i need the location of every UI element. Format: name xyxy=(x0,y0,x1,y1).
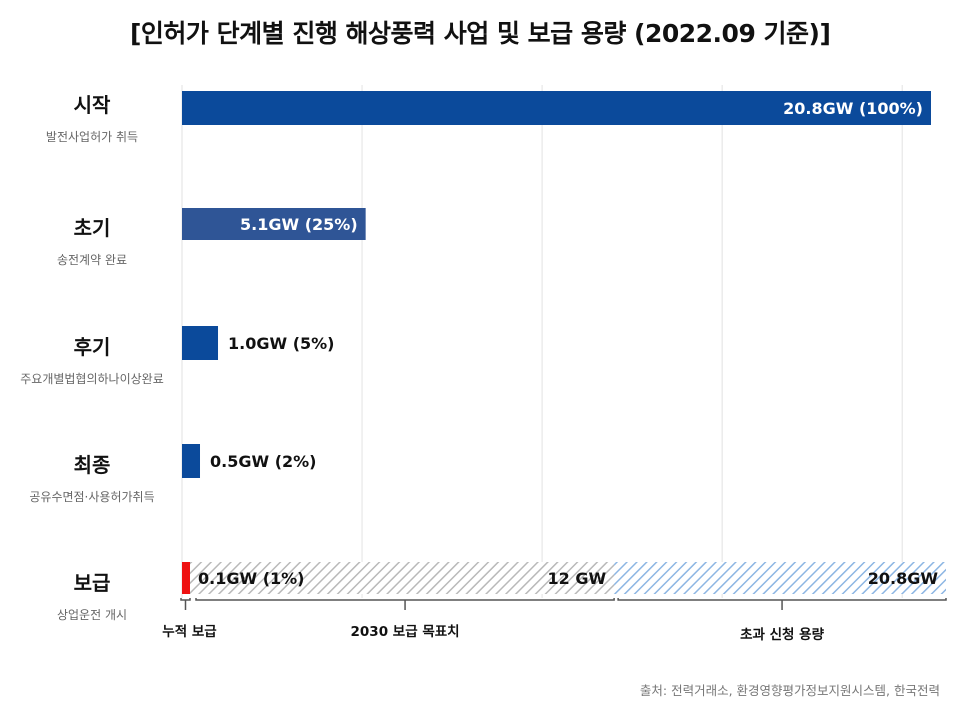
category-description: 공유수면점·사용허가취득 xyxy=(29,490,155,504)
bar-0 xyxy=(182,91,931,125)
bar-value-label-2: 1.0GW (5%) xyxy=(228,334,334,353)
category-name: 최종 xyxy=(73,453,111,477)
brace-annotations: 누적 보급 2030 보급 목표치 초과 신청 용량 xyxy=(162,598,947,643)
category-name: 후기 xyxy=(73,335,111,359)
bar-supply-cumulative xyxy=(182,562,190,594)
bar-2 xyxy=(182,326,219,360)
source-note: 출처: 전력거래소, 환경영향평가정보지원시스템, 한국전력 xyxy=(639,683,940,698)
bar-supply-cumulative-label: 0.1GW (1%) xyxy=(198,569,304,588)
category-name: 초기 xyxy=(73,216,111,240)
category-description: 송전계약 완료 xyxy=(56,253,128,267)
bars: 20.8GW (100%) 5.1GW (25%) 1.0GW (5%) 0.5GW … xyxy=(182,91,946,594)
bar-supply-target-label: 12 GW xyxy=(547,569,606,588)
bar-value-label-1: 5.1GW (25%) xyxy=(240,215,358,234)
bar-3 xyxy=(182,444,201,478)
category-description: 발전사업허가 취득 xyxy=(45,130,139,144)
bar-1 xyxy=(182,208,366,240)
category-description: 주요개별법협의하나이상완료 xyxy=(20,372,164,386)
bar-supply-excess xyxy=(614,562,946,594)
brace-label-target: 2030 보급 목표치 xyxy=(351,624,460,640)
category-name: 보급 xyxy=(73,571,111,595)
brace-target xyxy=(195,598,615,610)
bar-supply-excess-label: 20.8GW xyxy=(868,569,939,588)
grid-lines xyxy=(181,85,903,598)
brace-excess xyxy=(617,598,947,610)
bar-value-label-3: 0.5GW (2%) xyxy=(210,452,316,471)
brace-cumulative xyxy=(180,598,191,610)
bar-supply-target xyxy=(186,562,615,594)
bar-value-label-0: 20.8GW (100%) xyxy=(783,99,923,118)
category-description: 상업운전 개시 xyxy=(56,608,128,622)
brace-label-cumulative: 누적 보급 xyxy=(162,623,217,640)
chart-title: [인허가 단계별 진행 해상풍력 사업 및 보급 용량 (2022.09 기준)… xyxy=(130,19,831,48)
brace-label-excess: 초과 신청 용량 xyxy=(740,627,824,643)
category-name: 시작 xyxy=(73,93,111,117)
